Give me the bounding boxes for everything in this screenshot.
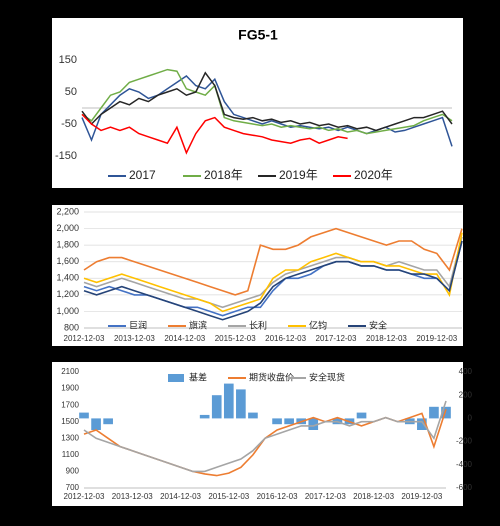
y-tick-label: 1300	[61, 433, 79, 442]
y2-tick-label: 200	[459, 390, 473, 399]
legend-label: 2020年	[354, 168, 393, 182]
y-tick-label: 1700	[61, 400, 79, 409]
y-tick-label: -50	[61, 118, 77, 130]
line	[81, 68, 453, 135]
y-tick-label: 2,200	[56, 206, 79, 216]
bar	[91, 418, 101, 430]
y-tick-label: 50	[65, 86, 77, 98]
legend-label: 期货收盘价	[249, 371, 294, 382]
x-tick-label: 2018-12-03	[353, 492, 394, 501]
x-tick-label: 2016-12-03	[265, 334, 306, 343]
y-tick-label: 2100	[61, 367, 79, 376]
legend-label: 2018年	[204, 168, 243, 182]
x-tick-label: 2017-12-03	[316, 334, 357, 343]
bar	[248, 412, 258, 419]
line	[83, 227, 463, 296]
x-tick-label: 2013-12-03	[114, 334, 155, 343]
y-tick-label: 1,000	[56, 306, 79, 316]
x-tick-label: 2015-12-03	[215, 334, 256, 343]
x-tick-label: 2012-12-03	[64, 334, 105, 343]
bar	[284, 418, 294, 425]
y2-tick-label: 400	[459, 367, 473, 376]
panel	[52, 18, 463, 188]
legend-label: 2019年	[279, 168, 318, 182]
x-tick-label: 2018-12-03	[366, 334, 407, 343]
y-tick-label: -150	[55, 150, 77, 162]
y-tick-label: 1100	[62, 450, 80, 459]
y-tick-label: 1,200	[56, 289, 79, 299]
bar	[236, 389, 246, 419]
x-tick-label: 2013-12-03	[112, 492, 153, 501]
bar	[211, 395, 222, 419]
line	[81, 71, 453, 132]
legend-label: 巨润	[129, 319, 147, 330]
bar	[272, 418, 282, 425]
y-tick-label: 2,000	[56, 223, 79, 233]
legend-swatch	[168, 374, 184, 382]
x-tick-label: 2014-12-03	[160, 492, 201, 501]
legend-label: 基差	[189, 371, 207, 382]
line	[81, 113, 348, 155]
bar	[417, 418, 427, 430]
y-tick-label: 1500	[61, 417, 79, 426]
x-tick-label: 2012-12-03	[64, 492, 105, 501]
legend-label: 安全现货	[309, 371, 345, 382]
bar	[429, 406, 439, 419]
legend-label: 亿钧	[309, 319, 327, 330]
y-tick-label: 1900	[61, 384, 79, 393]
x-tick-label: 2015-12-03	[208, 492, 249, 501]
bar	[356, 412, 367, 419]
line	[83, 400, 447, 473]
panel	[52, 362, 463, 506]
legend-label: 长利	[249, 319, 267, 330]
legend-label: 旗滨	[189, 319, 207, 330]
y2-tick-label: -200	[456, 437, 473, 446]
y2-tick-label: -400	[456, 460, 473, 469]
line	[83, 236, 463, 309]
chart-title: FG5-1	[238, 27, 278, 43]
y-tick-label: 1,600	[56, 256, 79, 266]
line	[83, 232, 463, 313]
y-tick-label: 800	[64, 322, 79, 332]
bar	[223, 383, 234, 419]
x-tick-label: 2019-12-03	[401, 492, 442, 501]
legend-label: 安全	[369, 319, 387, 330]
bar	[441, 406, 451, 419]
y-tick-label: 700	[66, 483, 80, 492]
y2-tick-label: -600	[456, 483, 473, 492]
y-tick-label: 900	[66, 467, 80, 476]
y-tick-label: 1,400	[56, 273, 79, 283]
legend-label: 2017	[129, 168, 156, 182]
y-tick-label: 150	[59, 54, 77, 66]
y-tick-label: 1,800	[56, 240, 79, 250]
x-tick-label: 2014-12-03	[164, 334, 205, 343]
x-tick-label: 2016-12-03	[257, 492, 298, 501]
x-tick-label: 2017-12-03	[305, 492, 346, 501]
bar	[79, 412, 89, 419]
line	[83, 240, 463, 321]
bar	[103, 418, 113, 425]
bar	[308, 418, 319, 430]
bar	[199, 414, 210, 419]
y2-tick-label: 0	[468, 414, 473, 423]
x-tick-label: 2019-12-03	[416, 334, 457, 343]
